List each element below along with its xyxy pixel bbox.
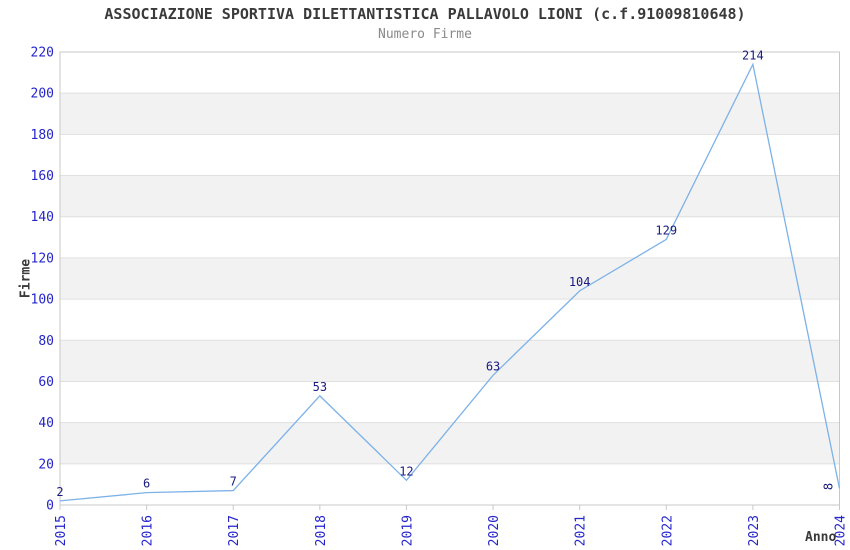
plot-band: [60, 257, 840, 300]
y-tick-label: 100: [31, 293, 54, 308]
data-label: 214: [742, 48, 764, 62]
y-tick-label: 0: [46, 499, 54, 514]
data-label: 12: [399, 464, 413, 478]
x-tick-label: 2015: [54, 515, 69, 546]
plot-band: [60, 93, 840, 135]
x-tick-label: 2024: [834, 515, 849, 546]
plot-band: [60, 422, 840, 464]
y-tick-label: 40: [38, 416, 54, 431]
data-label: 104: [569, 275, 591, 289]
y-tick-label: 220: [31, 46, 54, 61]
x-tick-label: 2018: [314, 515, 329, 546]
x-tick-label: 2016: [141, 515, 156, 546]
chart-subtitle: Numero Firme: [378, 27, 472, 42]
plot-band: [60, 175, 840, 217]
y-tick-label: 80: [38, 334, 54, 349]
data-label: 2: [56, 485, 63, 499]
data-label: 63: [486, 359, 500, 373]
x-tick-label: 2023: [747, 515, 762, 546]
data-label: 129: [655, 223, 677, 237]
data-label: 8: [822, 483, 836, 490]
x-tick-label: 2022: [660, 515, 675, 546]
plot-band: [60, 340, 840, 382]
data-label: 7: [230, 475, 237, 489]
y-tick-label: 140: [31, 210, 54, 225]
data-line: [59, 62, 841, 502]
x-tick-label: 2017: [227, 515, 242, 546]
x-axis-title: Anno: [805, 530, 837, 545]
data-label: 6: [143, 477, 150, 491]
x-tick-label: 2020: [487, 515, 502, 546]
y-tick-label: 200: [31, 87, 54, 102]
y-tick-label: 160: [31, 169, 54, 184]
chart-title: ASSOCIAZIONE SPORTIVA DILETTANTISTICA PA…: [104, 5, 746, 23]
x-tick-label: 2021: [574, 515, 589, 546]
y-tick-label: 20: [38, 457, 54, 472]
plot-frame: [59, 51, 840, 506]
y-tick-label: 120: [31, 251, 54, 266]
y-tick-label: 60: [38, 375, 54, 390]
x-tick-label: 2019: [400, 515, 415, 546]
y-tick-label: 180: [31, 128, 54, 143]
data-label: 53: [313, 380, 327, 394]
